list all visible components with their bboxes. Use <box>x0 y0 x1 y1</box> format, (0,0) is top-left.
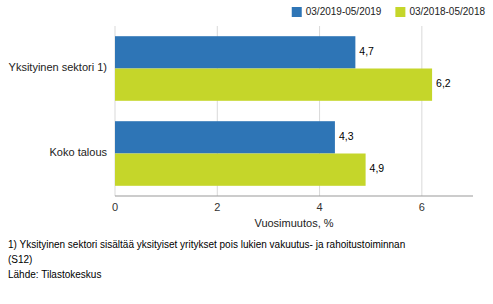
legend-swatch <box>292 7 302 17</box>
x-tick-label: 0 <box>112 201 118 213</box>
bar <box>115 36 355 68</box>
legend-item: 03/2018-05/2018 <box>395 6 485 17</box>
x-axis-line <box>115 196 473 197</box>
data-labels: 4,3 4,7 4,9 6,2 <box>339 45 451 174</box>
legend-label: 03/2018-05/2018 <box>409 6 485 17</box>
legend-label: 03/2019-05/2019 <box>306 6 382 17</box>
x-tick-label: 4 <box>317 201 323 213</box>
data-label: 4,9 <box>370 162 385 174</box>
data-label: 4,7 <box>359 45 374 57</box>
bar <box>115 69 432 101</box>
grid-line <box>421 26 422 196</box>
x-tick-label: 6 <box>419 201 425 213</box>
grid <box>115 26 422 196</box>
footnote: 1) Yksityinen sektori sisältää yksityise… <box>8 239 405 250</box>
footnote: (S12) <box>8 254 32 265</box>
legend-item: 03/2019-05/2019 <box>292 6 382 17</box>
category-label: Yksityinen sektori 1) <box>9 61 107 73</box>
bar <box>115 154 366 186</box>
legend: 03/2019-05/2019 03/2018-05/2018 <box>292 6 486 17</box>
data-label: 4,3 <box>339 130 354 142</box>
legend-swatch <box>395 7 405 17</box>
bars <box>115 36 432 186</box>
background <box>0 0 493 304</box>
data-label: 6,2 <box>436 77 451 89</box>
x-axis-label: Vuosimuutos, % <box>254 217 333 229</box>
bar <box>115 121 335 153</box>
category-label: Koko talous <box>50 146 108 158</box>
footnote: Lähde: Tilastokeskus <box>8 269 101 280</box>
x-tick-label: 2 <box>214 201 220 213</box>
chart: Koko talousYksityinen sektori 1)02464,34… <box>0 0 493 304</box>
